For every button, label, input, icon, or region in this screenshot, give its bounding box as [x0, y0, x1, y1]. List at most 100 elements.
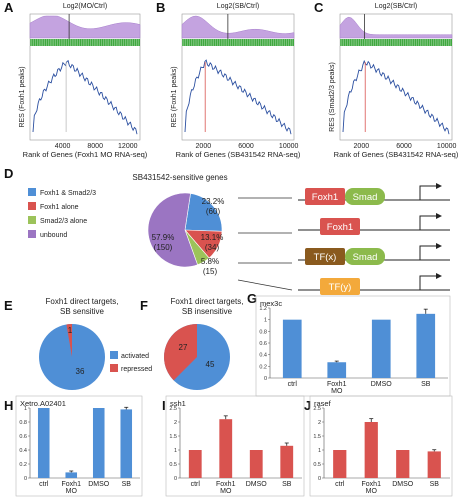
tf-box: [305, 248, 345, 265]
category-label: DMSO: [392, 481, 414, 488]
panel-e: E Foxh1 direct targets,SB sensitive 1 36: [4, 297, 118, 390]
x-tick-label: 4000: [55, 143, 71, 150]
peak-density: [181, 15, 295, 39]
activated-count: 45: [206, 360, 215, 369]
x-tick-label: 2000: [354, 143, 370, 150]
x-axis-label: Rank of Genes (Foxh1 MO RNA-seq): [23, 150, 148, 159]
category-label: Foxh1: [327, 381, 347, 388]
bar: [327, 362, 347, 378]
category-label: ctrl: [288, 381, 298, 388]
category-label: MO: [331, 388, 343, 395]
pie-title: SB431542-sensitive genes: [132, 173, 227, 182]
x-tick-label: 10000: [437, 143, 457, 150]
slice-count: (150): [154, 243, 173, 252]
repressed-count: 1: [68, 326, 73, 335]
tf-label: Smad: [353, 252, 378, 263]
x-tick-label: 12000: [118, 143, 138, 150]
category-label: DMSO: [371, 381, 393, 388]
y-tick-label: 0: [318, 476, 321, 482]
x-tick-label: 6000: [238, 143, 254, 150]
plot-frame: [29, 13, 141, 141]
x-tick-label: 6000: [396, 143, 412, 150]
peak-density: [339, 16, 453, 39]
slice-count: (34): [205, 243, 220, 252]
y-tick-label: 0.4: [259, 353, 267, 359]
y-tick-label: 0.6: [259, 341, 267, 347]
y-tick-label: 1: [318, 448, 321, 454]
repressed-slice: [66, 324, 72, 357]
panel-letter: F: [140, 298, 148, 313]
y-tick-label: 0.8: [259, 329, 267, 335]
repressed-slice: [163, 324, 197, 381]
panel-letter: I: [162, 398, 166, 413]
y-tick-label: 1: [24, 406, 27, 412]
tss-arrow: [419, 245, 436, 260]
bar: [120, 409, 133, 478]
panel-letter: J: [304, 398, 311, 413]
category-label: Foxh1: [216, 481, 236, 488]
legend-label: unbound: [40, 232, 67, 239]
connector-line: [237, 279, 293, 291]
category-label: Foxh1: [362, 481, 382, 488]
y-tick-label: 2.5: [169, 406, 177, 412]
tf-box: [320, 278, 360, 295]
plot-frame: [339, 13, 453, 141]
legend-swatch: [28, 188, 36, 196]
category-label: DMSO: [88, 481, 110, 488]
gsea-title: Log2(MO/Ctrl): [63, 3, 107, 10]
category-label: MO: [220, 488, 232, 495]
bar: [396, 450, 410, 478]
y-tick-label: 0.4: [19, 448, 27, 454]
plot-frame: [181, 13, 295, 141]
pie-title-2: SB insensitive: [182, 307, 233, 316]
tss-arrowhead: [436, 273, 442, 279]
tss-arrowhead: [436, 243, 442, 249]
y-tick-label: 1.5: [169, 434, 177, 440]
tss-arrow: [419, 185, 436, 200]
bar: [65, 472, 78, 478]
bar: [282, 319, 302, 378]
x-tick-label: 2000: [196, 143, 212, 150]
gene-label: mex3c: [260, 299, 282, 308]
y-tick-label: 0: [174, 476, 177, 482]
gsea-title: Log2(SB/Ctrl): [375, 3, 417, 10]
panel-letter: H: [4, 398, 13, 413]
bar: [92, 408, 105, 478]
slice-pct: 13.1%: [201, 233, 224, 242]
category-label: ctrl: [191, 481, 201, 488]
y-tick-label: 0.8: [19, 420, 27, 426]
legend-label: Foxh1 alone: [40, 204, 79, 211]
tf-box: [305, 188, 345, 205]
category-label: MO: [66, 488, 78, 495]
y-tick-label: 0.6: [19, 434, 27, 440]
chart-frame: [309, 395, 453, 497]
chart-frame: [165, 395, 305, 497]
slice-pct: 57.9%: [152, 233, 175, 242]
tss-arrow: [419, 215, 436, 230]
bar: [280, 445, 294, 478]
slice-count: (15): [203, 267, 218, 276]
slice-pct: 23.2%: [202, 197, 225, 206]
bar: [188, 450, 202, 478]
bar: [219, 419, 233, 478]
panel-letter: G: [247, 291, 257, 306]
enrichment-curve: [184, 59, 292, 135]
category-label: SB: [122, 481, 132, 488]
panel-letter: E: [4, 298, 13, 313]
y-tick-label: 2: [174, 420, 177, 426]
category-label: DMSO: [246, 481, 268, 488]
y-tick-label: 2.5: [313, 406, 321, 412]
slice-pct: 5.8%: [201, 257, 219, 266]
panel-d: D SB431542-sensitive genes Foxh1 & Smad2/3…: [4, 166, 450, 295]
y-tick-label: 0.5: [169, 462, 177, 468]
bar: [364, 422, 378, 478]
y-axis-label: RES (Smad2/3 peaks): [329, 62, 336, 132]
tf-label: TF(y): [329, 282, 352, 293]
x-tick-label: 8000: [87, 143, 103, 150]
bar: [371, 319, 391, 378]
x-axis-label: Rank of Genes (SB431542 RNA-seq): [334, 150, 459, 159]
gene-label: rasef: [314, 399, 332, 408]
